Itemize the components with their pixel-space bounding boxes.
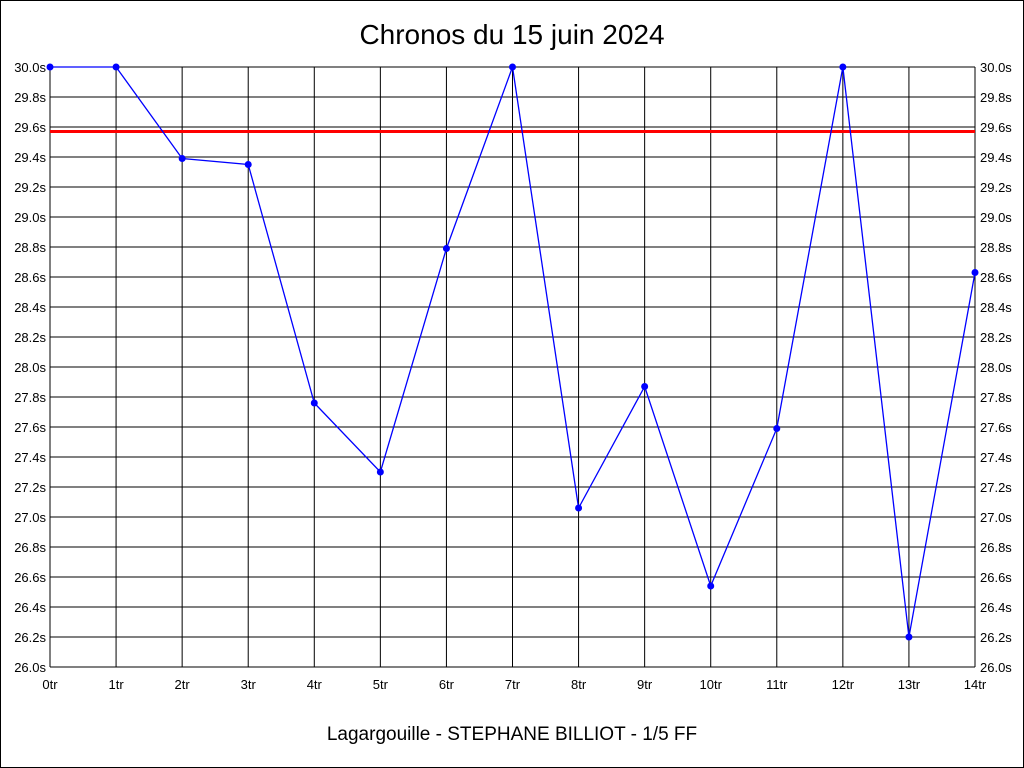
y-tick-label-left: 28.0s (14, 360, 46, 375)
y-tick-label-right: 28.8s (980, 240, 1012, 255)
y-tick-label-left: 27.8s (14, 390, 46, 405)
data-point (971, 269, 979, 276)
x-tick-label: 0tr (42, 677, 58, 692)
y-tick-label-right: 26.4s (980, 600, 1012, 615)
y-tick-label-right: 28.6s (980, 270, 1012, 285)
y-tick-label-left: 27.2s (14, 480, 46, 495)
x-tick-label: 11tr (766, 677, 788, 692)
y-tick-label-right: 29.4s (980, 150, 1012, 165)
x-tick-label: 8tr (571, 677, 587, 692)
y-tick-label-left: 29.6s (14, 120, 46, 135)
data-point (244, 161, 252, 168)
y-tick-label-right: 26.6s (980, 570, 1012, 585)
y-tick-label-right: 30.0s (980, 60, 1012, 75)
y-tick-label-right: 27.6s (980, 420, 1012, 435)
y-tick-label-left: 28.2s (14, 330, 46, 345)
x-tick-label: 3tr (241, 677, 257, 692)
data-point (46, 63, 54, 71)
y-tick-label-left: 27.4s (14, 450, 46, 465)
chart-title: Chronos du 15 juin 2024 (359, 19, 665, 50)
y-tick-label-right: 26.8s (980, 540, 1012, 555)
y-tick-label-left: 29.4s (14, 150, 46, 165)
y-tick-label-right: 26.2s (980, 630, 1012, 645)
x-tick-label: 13tr (898, 677, 921, 692)
y-tick-label-left: 29.2s (14, 180, 46, 195)
y-tick-label-right: 28.2s (980, 330, 1012, 345)
y-tick-label-left: 26.6s (14, 570, 46, 585)
y-tick-label-right: 27.2s (980, 480, 1012, 495)
y-tick-label-right: 29.2s (980, 180, 1012, 195)
y-tick-label-right: 29.0s (980, 210, 1012, 225)
x-tick-label: 14tr (964, 677, 987, 692)
y-tick-label-left: 26.2s (14, 630, 46, 645)
y-tick-label-left: 26.0s (14, 660, 46, 675)
x-tick-label: 9tr (637, 677, 653, 692)
y-tick-label-left: 27.6s (14, 420, 46, 435)
x-tick-label: 5tr (373, 677, 389, 692)
x-tick-label: 7tr (505, 677, 521, 692)
y-tick-label-right: 28.0s (980, 360, 1012, 375)
x-tick-label: 12tr (832, 677, 855, 692)
data-point (112, 63, 120, 71)
x-tick-label: 6tr (439, 677, 455, 692)
y-tick-label-left: 28.8s (14, 240, 46, 255)
data-point (442, 245, 450, 252)
x-tick-label: 1tr (108, 677, 124, 692)
x-tick-label: 4tr (307, 677, 323, 692)
data-point (575, 504, 583, 512)
y-tick-label-right: 27.8s (980, 390, 1012, 405)
data-point (641, 383, 649, 390)
data-point (773, 425, 781, 432)
y-tick-label-left: 26.4s (14, 600, 46, 615)
chart-footer: Lagargouille - STEPHANE BILLIOT - 1/5 FF (326, 724, 698, 745)
y-tick-label-left: 29.0s (14, 210, 46, 225)
y-tick-label-right: 29.6s (980, 120, 1012, 135)
y-tick-label-right: 27.4s (980, 450, 1012, 465)
y-tick-label-left: 27.0s (14, 510, 46, 525)
y-tick-label-left: 28.4s (14, 300, 46, 315)
y-tick-label-left: 26.8s (14, 540, 46, 555)
x-tick-label: 2tr (175, 677, 191, 692)
y-tick-label-left: 29.8s (14, 90, 46, 105)
data-point (509, 63, 516, 71)
data-point (707, 582, 715, 590)
y-tick-label-right: 29.8s (980, 90, 1012, 105)
data-point (905, 633, 913, 641)
y-tick-label-left: 30.0s (14, 60, 46, 75)
x-tick-label: 10tr (700, 677, 723, 692)
data-point (839, 63, 847, 71)
data-point (178, 155, 186, 162)
y-tick-label-right: 26.0s (980, 660, 1012, 675)
y-tick-label-right: 27.0s (980, 510, 1012, 525)
y-tick-label-left: 28.6s (14, 270, 46, 285)
data-point (310, 399, 318, 407)
data-point (376, 468, 384, 476)
y-tick-label-right: 28.4s (980, 300, 1012, 315)
